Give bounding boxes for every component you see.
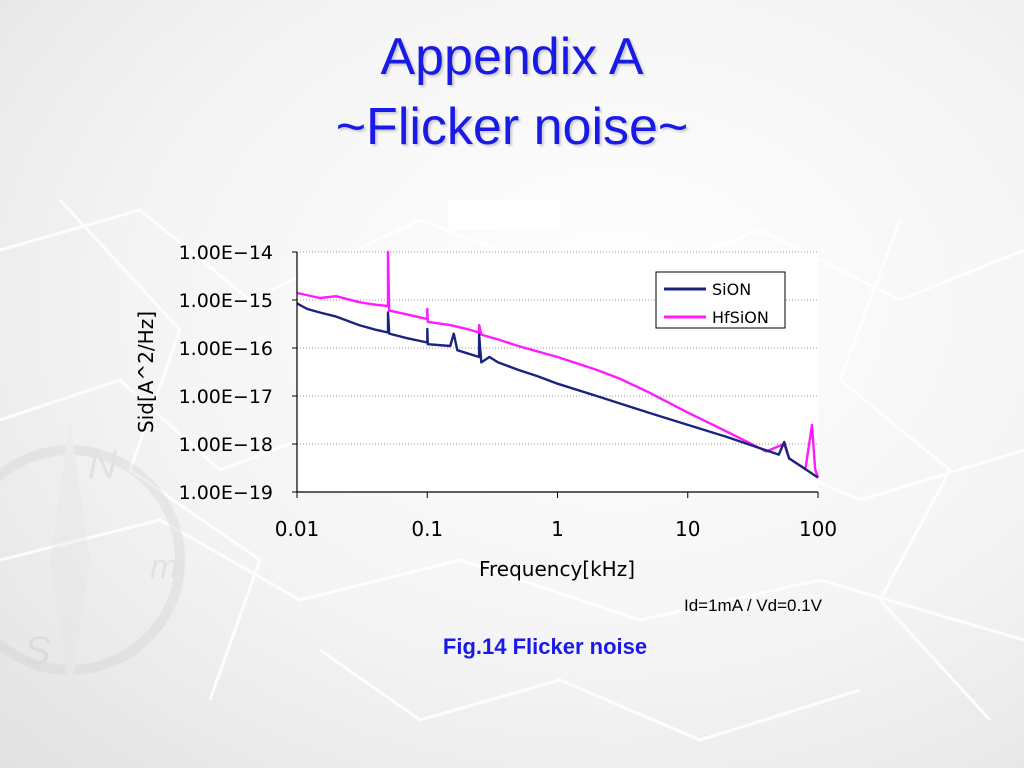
svg-text:m: m: [150, 548, 178, 586]
legend-label-sion: SiON: [712, 280, 751, 299]
y-tick-label: 1.00E−16: [179, 338, 273, 360]
chart-title-placeholder: [448, 200, 560, 230]
slide-subtitle: ~Flicker noise~: [335, 98, 689, 156]
svg-text:N: N: [88, 443, 117, 487]
y-tick-label: 1.00E−18: [179, 434, 273, 456]
x-tick-label: 10: [675, 517, 700, 541]
y-tick-label: 1.00E−14: [179, 242, 273, 264]
x-tick-label: 100: [799, 517, 837, 541]
x-tick-label: 0.01: [275, 517, 320, 541]
legend-label-hfsion: HfSiON: [712, 308, 769, 327]
svg-text:S: S: [24, 629, 51, 673]
y-tick-label: 1.00E−17: [179, 386, 273, 408]
legend-box: [655, 271, 786, 329]
legend: SiON HfSiON: [655, 271, 786, 329]
x-axis-label: Frequency[kHz]: [479, 557, 635, 581]
y-tick-label: 1.00E−15: [179, 290, 273, 312]
slide-title: Appendix A: [380, 28, 644, 86]
y-tick-label: 1.00E−19: [179, 482, 273, 504]
figure-caption: Fig.14 Flicker noise: [442, 634, 648, 659]
measurement-condition: Id=1mA / Vd=0.1V: [684, 596, 822, 615]
series-line-sion: [296, 302, 819, 479]
y-axis-label: Sid[A^2/Hz]: [134, 311, 158, 433]
x-tick-label: 1: [551, 517, 564, 541]
x-tick-label: 0.1: [411, 517, 443, 541]
series-line-hfsion: [296, 250, 820, 478]
